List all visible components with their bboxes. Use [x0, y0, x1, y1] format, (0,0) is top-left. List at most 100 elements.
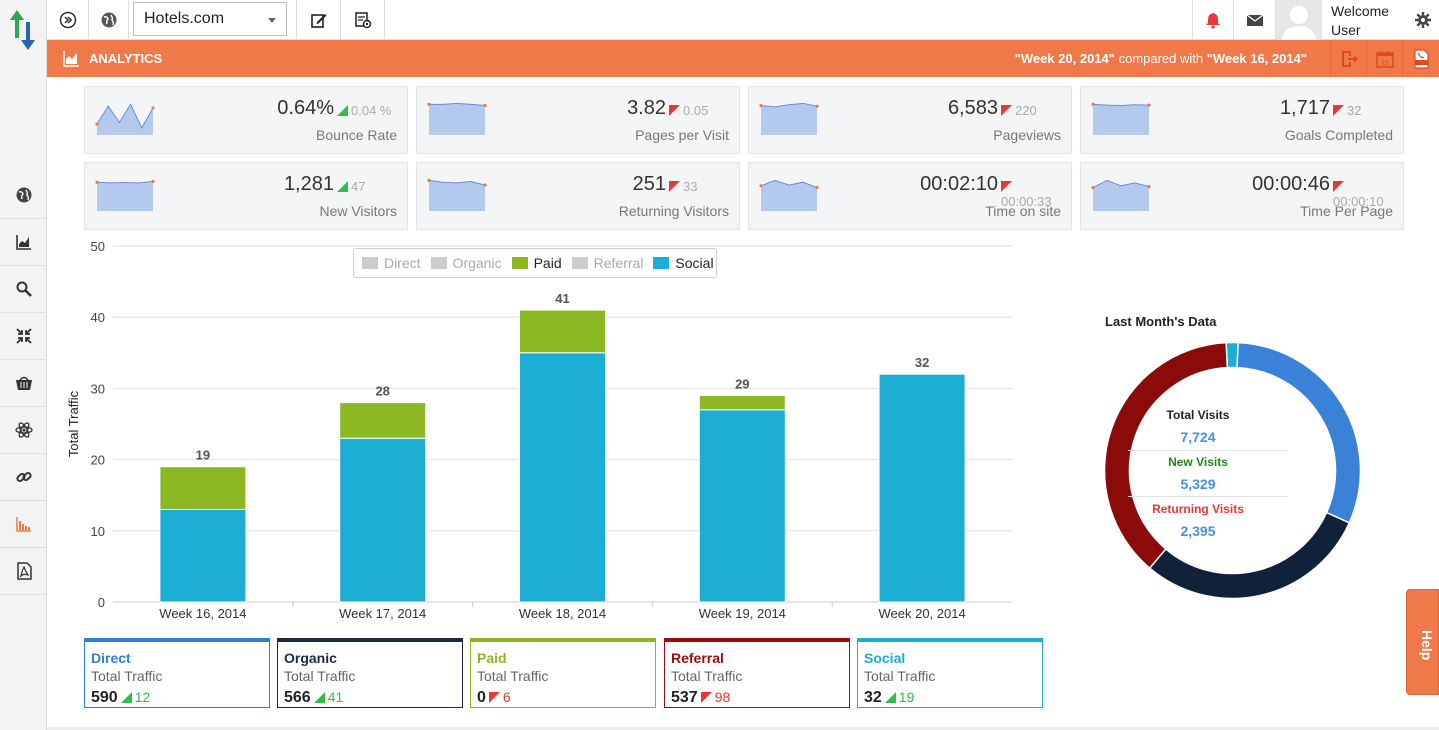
- legend-item-paid[interactable]: Paid: [511, 255, 562, 271]
- sparkline-point: [1091, 102, 1095, 106]
- gear-icon: [1414, 12, 1431, 28]
- channel-card-organic[interactable]: Organic Total Traffic 566 41: [277, 638, 463, 708]
- trend-up-icon: [120, 692, 132, 703]
- kpi-card: 0.64% 0.04 % Bounce Rate: [84, 86, 408, 154]
- sidebar-item-bar-chart[interactable]: [0, 501, 47, 548]
- sidebar-item-atom[interactable]: [0, 407, 47, 454]
- kpi-delta-value: 33: [683, 179, 698, 194]
- footer-divider: [47, 727, 1439, 730]
- trend-up-icon: [884, 692, 896, 703]
- calendar-button[interactable]: 15: [1366, 40, 1402, 77]
- sidebar-item-search[interactable]: [0, 266, 47, 313]
- legend-label: Social: [675, 255, 714, 271]
- sparkline-line: [428, 179, 486, 186]
- bar-paid: [519, 309, 606, 354]
- card-subtitle: Total Traffic: [864, 668, 936, 684]
- analytics-chart-icon: [63, 51, 79, 67]
- kpi-label: Goals Completed: [1284, 127, 1393, 143]
- trend-down-icon: [700, 692, 712, 703]
- kpi-delta: 0.04 %: [337, 103, 397, 118]
- bar-paid: [698, 395, 786, 411]
- legend-swatch: [653, 257, 670, 269]
- sparkline: [1091, 179, 1151, 211]
- settings-button[interactable]: [1406, 0, 1439, 40]
- globe-button[interactable]: [89, 0, 129, 40]
- sidebar-item-collapse[interactable]: [0, 313, 47, 360]
- bar-social: [339, 437, 427, 603]
- legend-item-organic[interactable]: Organic: [430, 255, 502, 271]
- sparkline-line: [96, 103, 154, 129]
- kpi-delta-value: 0.05: [683, 103, 709, 118]
- sidebar-item-basket[interactable]: [0, 360, 47, 407]
- returning-visits-label: Returning Visits: [1152, 502, 1244, 516]
- legend-swatch: [571, 257, 588, 269]
- y-tick-label: 10: [91, 524, 105, 539]
- sidebar-item-analytics[interactable]: [0, 219, 47, 266]
- sparkline-area: [1093, 104, 1149, 135]
- card-delta-value: 41: [327, 689, 344, 705]
- globe-icon: [16, 187, 31, 203]
- y-axis-label: Total Traffic: [66, 390, 81, 457]
- card-title: Organic: [284, 650, 337, 666]
- channel-card-paid[interactable]: Paid Total Traffic 0 6: [470, 638, 656, 708]
- x-tick-label: Week 17, 2014: [339, 606, 426, 621]
- card-value-row: 537 98: [671, 686, 843, 709]
- user-silhouette-icon: [1282, 6, 1316, 40]
- export-icon: [1341, 50, 1358, 67]
- sidebar-item-pdf[interactable]: [0, 548, 47, 595]
- sidebar-item-link[interactable]: [0, 454, 47, 501]
- kpi-value: 0.64%: [277, 97, 334, 119]
- legend-item-social[interactable]: Social: [653, 255, 714, 271]
- sparkline: [427, 178, 487, 211]
- page-title: ANALYTICS: [89, 51, 163, 66]
- legend-label: Direct: [384, 255, 421, 271]
- channel-card-referral[interactable]: Referral Total Traffic 537 98: [664, 638, 850, 708]
- sidebar-item-globe[interactable]: [0, 172, 47, 219]
- kpi-value: 1,281: [283, 173, 334, 195]
- channel-card-direct[interactable]: Direct Total Traffic 590 12: [84, 638, 270, 708]
- kpi-value: 00:00:46: [1252, 173, 1330, 195]
- export-button[interactable]: [1330, 40, 1366, 77]
- kpi-delta: 220: [1001, 103, 1061, 118]
- channel-card-social[interactable]: Social Total Traffic 32 19: [857, 638, 1043, 708]
- card-delta: 12: [120, 689, 150, 705]
- notifications-button[interactable]: [1192, 0, 1234, 40]
- legend-swatch: [511, 257, 528, 269]
- link-icon: [15, 471, 32, 483]
- bar-social: [519, 352, 606, 603]
- sparkline-point: [1147, 184, 1151, 189]
- sparkline-line: [760, 102, 818, 108]
- messages-button[interactable]: [1234, 0, 1276, 40]
- visits-donut-chart: [1103, 341, 1362, 600]
- sparkline: [427, 102, 487, 135]
- logo-arrows-icon: [10, 10, 35, 50]
- kpi-delta: 33: [669, 179, 729, 194]
- y-tick-label: 20: [91, 453, 105, 468]
- help-tab[interactable]: Help: [1406, 589, 1439, 695]
- pdf-export-button[interactable]: [1402, 40, 1438, 77]
- trend-down-icon: [1333, 105, 1344, 116]
- expand-button[interactable]: [47, 0, 89, 40]
- y-tick-label: 40: [91, 310, 105, 325]
- edit-button[interactable]: [296, 0, 341, 40]
- welcome-line: Welcome: [1331, 3, 1390, 19]
- kpi-delta: 00:00:33: [1001, 179, 1061, 209]
- avatar[interactable]: [1276, 0, 1322, 40]
- kpi-delta-value: 47: [351, 179, 366, 194]
- kpi-delta: 47: [337, 179, 397, 194]
- x-tick-label: Week 19, 2014: [699, 606, 786, 621]
- legend-item-direct[interactable]: Direct: [362, 255, 421, 271]
- card-title: Social: [864, 650, 906, 666]
- card-delta: 6: [488, 689, 511, 705]
- site-select[interactable]: Hotels.com: [133, 2, 287, 36]
- divider: [1128, 496, 1288, 497]
- kpi-label: Pageviews: [993, 127, 1061, 143]
- report-settings-button[interactable]: [341, 0, 385, 40]
- legend-item-referral[interactable]: Referral: [571, 255, 643, 271]
- edit-icon: [310, 14, 326, 28]
- help-label: Help: [1419, 630, 1435, 661]
- sparkline-area: [429, 180, 485, 211]
- kpi-delta-value: 0.04 %: [351, 103, 392, 118]
- donut-segment-referral[interactable]: [1103, 341, 1229, 570]
- bell-icon: [1206, 13, 1220, 29]
